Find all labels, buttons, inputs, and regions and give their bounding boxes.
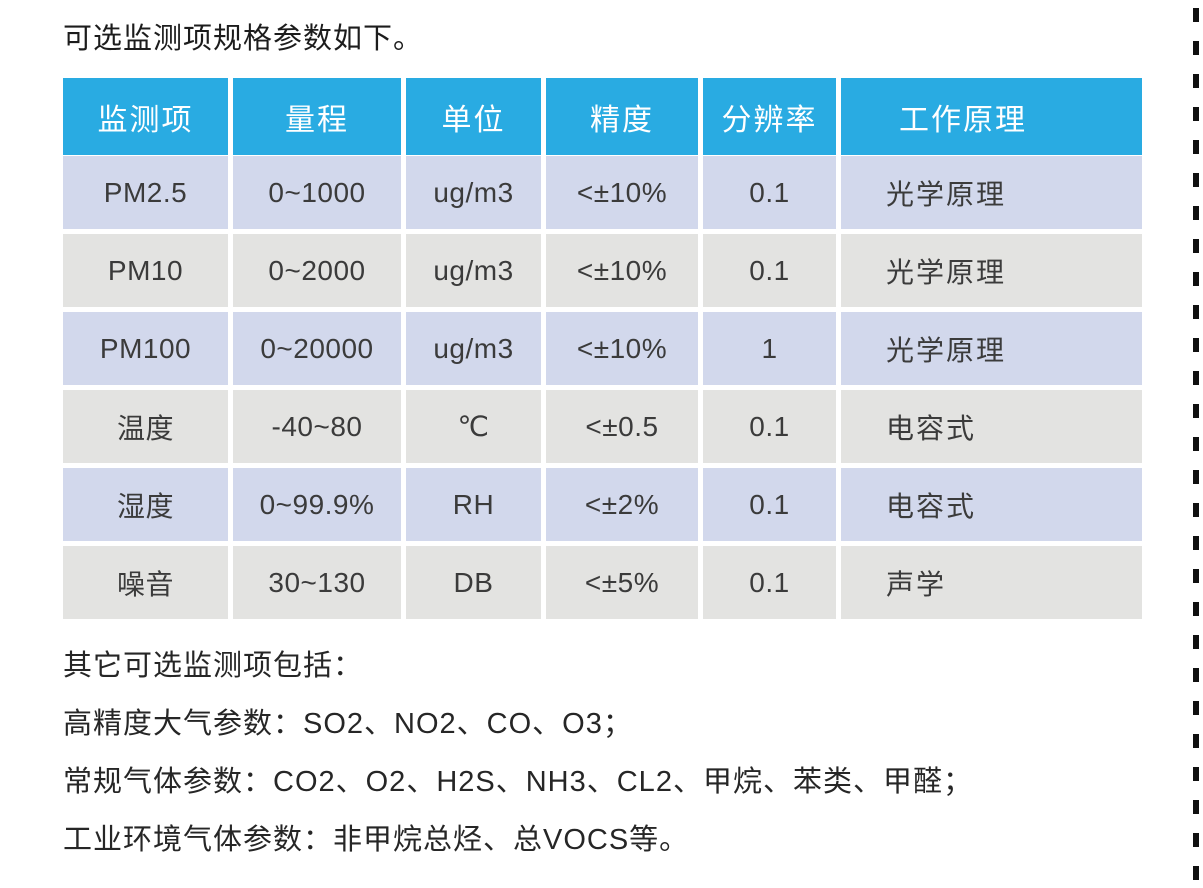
header-cell-resolution: 分辨率: [703, 78, 836, 155]
cell-range: 30~130: [233, 546, 401, 619]
cell-principle: 声学: [841, 546, 1142, 619]
cell-principle: 光学原理: [841, 234, 1142, 307]
cell-unit: RH: [406, 468, 541, 541]
cell-resolution: 0.1: [703, 468, 836, 541]
cell-resolution: 0.1: [703, 234, 836, 307]
cell-range: -40~80: [233, 390, 401, 463]
cell-item: PM100: [63, 312, 228, 385]
header-cell-accuracy: 精度: [546, 78, 698, 155]
notes-section: 其它可选监测项包括： 高精度大气参数：SO2、NO2、CO、O3； 常规气体参数…: [63, 650, 973, 882]
cell-accuracy: <±10%: [546, 156, 698, 229]
note-line-industrial-gas: 工业环境气体参数：非甲烷总烃、总VOCS等。: [63, 824, 690, 856]
cell-principle: 电容式: [841, 468, 1142, 541]
page-edge-dashed-line: [1193, 8, 1199, 888]
spec-table: 监测项 量程 单位 精度 分辨率 工作原理 PM2.5 0~1000 ug/m3…: [63, 78, 1142, 619]
cell-accuracy: <±0.5: [546, 390, 698, 463]
header-cell-item: 监测项: [63, 78, 228, 155]
note-line-atmosphere: 高精度大气参数：SO2、NO2、CO、O3；: [63, 708, 633, 740]
cell-accuracy: <±2%: [546, 468, 698, 541]
cell-unit: ug/m3: [406, 234, 541, 307]
cell-item: PM2.5: [63, 156, 228, 229]
cell-accuracy: <±5%: [546, 546, 698, 619]
cell-accuracy: <±10%: [546, 312, 698, 385]
cell-item: 噪音: [63, 546, 228, 619]
cell-unit: DB: [406, 546, 541, 619]
cell-resolution: 0.1: [703, 546, 836, 619]
cell-unit: ug/m3: [406, 312, 541, 385]
note-line-common-gas: 常规气体参数：CO2、O2、H2S、NH3、CL2、甲烷、苯类、甲醛；: [63, 766, 973, 798]
header-cell-principle: 工作原理: [841, 78, 1142, 155]
header-cell-unit: 单位: [406, 78, 541, 155]
cell-resolution: 0.1: [703, 390, 836, 463]
cell-range: 0~99.9%: [233, 468, 401, 541]
cell-principle: 电容式: [841, 390, 1142, 463]
cell-principle: 光学原理: [841, 312, 1142, 385]
cell-item: PM10: [63, 234, 228, 307]
cell-item: 温度: [63, 390, 228, 463]
cell-range: 0~1000: [233, 156, 401, 229]
cell-item: 湿度: [63, 468, 228, 541]
page-title: 可选监测项规格参数如下。: [63, 23, 424, 55]
cell-range: 0~2000: [233, 234, 401, 307]
cell-unit: ℃: [406, 390, 541, 463]
cell-resolution: 1: [703, 312, 836, 385]
cell-resolution: 0.1: [703, 156, 836, 229]
header-cell-range: 量程: [233, 78, 401, 155]
cell-principle: 光学原理: [841, 156, 1142, 229]
cell-accuracy: <±10%: [546, 234, 698, 307]
cell-unit: ug/m3: [406, 156, 541, 229]
notes-heading: 其它可选监测项包括：: [63, 650, 364, 682]
cell-range: 0~20000: [233, 312, 401, 385]
